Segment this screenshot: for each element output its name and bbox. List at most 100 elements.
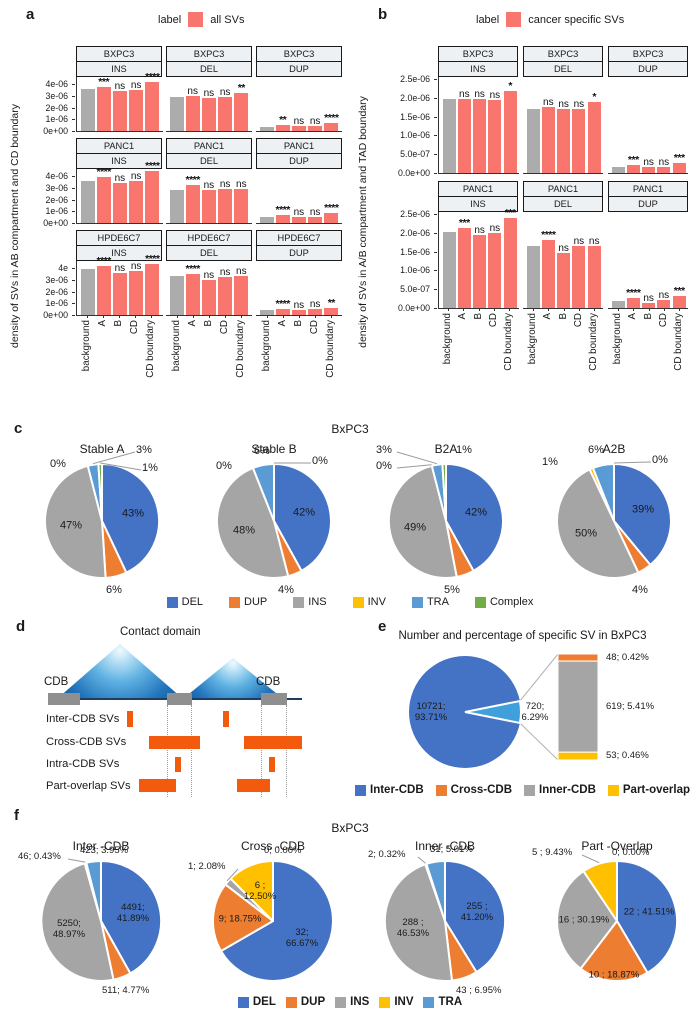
legend-title-b: label bbox=[476, 13, 500, 26]
y-axis-tick-label: 1.5e-06 bbox=[400, 246, 430, 257]
slice-DUP bbox=[579, 920, 649, 982]
bar-segment-label: 619; 5.41% bbox=[606, 700, 655, 712]
y-axis-tick-mark bbox=[434, 251, 437, 253]
cdb-label-left: CDB bbox=[44, 676, 69, 688]
pie-svg bbox=[556, 461, 672, 580]
bar-A bbox=[96, 177, 111, 223]
legend-swatch-Part-overlap bbox=[607, 784, 619, 796]
facet-strip-sv-type: INS bbox=[76, 245, 162, 261]
facet-row-PANC1: 2.5e-06 2.0e-06 1.5e-06 1.0e-06 5.0e-07 0.0e+… bbox=[388, 181, 694, 313]
bar-B bbox=[291, 309, 306, 315]
legend-label-INS: INS bbox=[350, 996, 370, 1008]
significance-label: **** bbox=[626, 286, 641, 299]
bar-segment-Part-overlap bbox=[557, 751, 599, 761]
y-axis-tick-label: 0.0e+00 bbox=[397, 303, 430, 313]
pie-svg bbox=[43, 451, 161, 579]
slice-label-outside: 0; 0.00% bbox=[612, 847, 650, 858]
slice-label-outside: 6% bbox=[106, 584, 122, 596]
bar-A bbox=[275, 215, 290, 223]
facet-strip-cell-line: BXPC3 bbox=[256, 46, 342, 62]
legend-swatch-DEL bbox=[237, 996, 249, 1008]
bar-CD-boundary bbox=[324, 122, 339, 131]
significance-label: * bbox=[508, 80, 512, 93]
x-axis-label: CD boundary bbox=[588, 313, 600, 371]
cdb-box-left bbox=[48, 693, 80, 705]
significance-label: **** bbox=[541, 228, 556, 241]
bar-background bbox=[259, 217, 274, 223]
slice-label-INV: 6 ; 12.50% bbox=[243, 880, 277, 902]
facet-strip-cell-line: HPDE6C7 bbox=[76, 230, 162, 246]
bar-background bbox=[611, 166, 625, 173]
slice-label-outside: 6% bbox=[588, 444, 604, 456]
x-axis-tick-mark bbox=[315, 315, 317, 318]
y-axis-tick-mark bbox=[72, 211, 75, 213]
facet-row-BXPC3: 4e-06 3e-06 2e-06 1e-06 0e+00 BXPC3 INS *** ns ns… bbox=[40, 46, 346, 136]
facet-plot: ns ns ns * bbox=[438, 77, 519, 174]
facet-strip-sv-type: INS bbox=[438, 196, 518, 212]
significance-label: **** bbox=[275, 297, 291, 310]
x-axis-tick-mark bbox=[578, 308, 580, 311]
pie-of-bar-chart: 10721; 93.71% 720; 6.29% 48; 0.42% 619; 5.4… bbox=[353, 648, 693, 778]
slice-INV bbox=[229, 860, 274, 922]
significance-label: ns bbox=[309, 206, 321, 218]
label-leader-line bbox=[67, 858, 86, 863]
significance-label: ns bbox=[309, 115, 321, 127]
x-axis-label: A bbox=[542, 313, 554, 320]
facet-plot: **** ns ns **** bbox=[76, 160, 163, 224]
bar-CD bbox=[488, 99, 502, 173]
x-axis-label: CD bbox=[219, 320, 231, 335]
y-axis-tick-label: 2.0e-06 bbox=[400, 227, 430, 238]
significance-label: *** bbox=[458, 217, 470, 230]
facet-strip-cell-line: BXPC3 bbox=[166, 46, 252, 62]
legend-entry-cancer-specific-svs: cancer specific SVs bbox=[528, 13, 625, 26]
legend-swatch-INV bbox=[352, 596, 364, 608]
y-axis-tick-label: 4e-06 bbox=[45, 79, 69, 90]
significance-label: ** bbox=[327, 297, 336, 309]
slice-label-outside: 4% bbox=[278, 584, 294, 596]
y-axis-tick-label: 2.0e-06 bbox=[400, 92, 430, 103]
pie-svg bbox=[387, 451, 504, 580]
significance-label: ns bbox=[474, 88, 485, 100]
facet-strip-cell-line: BXPC3 bbox=[76, 46, 162, 62]
facet-strip-sv-type: DUP bbox=[256, 61, 342, 77]
y-axis-tick-mark bbox=[72, 176, 75, 178]
slice-DUP bbox=[211, 883, 274, 952]
legend-label-INS: INS bbox=[308, 596, 327, 608]
cross-cdb-svs-label: Cross-CDB SVs bbox=[46, 736, 127, 748]
bar-CD bbox=[308, 309, 323, 315]
x-axis-label: CD boundary bbox=[325, 320, 337, 378]
panel-a: a label all SVs density of SVs in AB com… bbox=[0, 0, 350, 420]
x-axis-tick-mark bbox=[679, 308, 681, 311]
cdb-dotted-line bbox=[191, 705, 192, 797]
legend-swatch-DUP bbox=[285, 996, 297, 1008]
slice-label-DEL: 42% bbox=[464, 506, 488, 519]
bar-background bbox=[80, 88, 95, 131]
y-axis-tick-mark bbox=[72, 268, 75, 270]
legend-item-TRA: TRA bbox=[411, 596, 449, 608]
facet-plot: **** ns ns *** bbox=[608, 212, 688, 309]
x-axis-labels: background A B CD CD boundary background A B CD C… bbox=[388, 308, 694, 382]
bar-CD-boundary bbox=[672, 162, 686, 173]
slice-label-DUP: 9; 18.75% bbox=[218, 913, 262, 925]
y-axis-tick-label: 0.0e+00 bbox=[397, 168, 430, 178]
slice-TRA bbox=[425, 859, 446, 922]
significance-label: ns bbox=[558, 99, 569, 110]
x-axis-label: A bbox=[186, 320, 198, 327]
x-axis-tick-mark bbox=[208, 315, 210, 318]
legend-label-TRA: TRA bbox=[438, 996, 463, 1008]
slice-TRA bbox=[85, 859, 102, 922]
y-axis-tick-label: 4e-06 bbox=[45, 171, 69, 182]
label-leader-line bbox=[396, 451, 438, 465]
pie-svg bbox=[40, 858, 163, 982]
y-axis-tick-label: 2e-06 bbox=[45, 194, 69, 205]
bar-CD bbox=[657, 167, 671, 173]
bar-CD-boundary bbox=[587, 101, 601, 173]
significance-label: ns bbox=[114, 80, 126, 92]
facet-strip-cell-line: PANC1 bbox=[523, 181, 603, 197]
slice-DEL bbox=[100, 860, 163, 975]
legend-item-INS: INS bbox=[293, 596, 327, 608]
facet-strip-sv-type: INS bbox=[76, 61, 162, 77]
significance-label: *** bbox=[627, 154, 639, 167]
legend-item-Complex: Complex bbox=[474, 596, 533, 608]
significance-label: ns bbox=[219, 179, 231, 190]
